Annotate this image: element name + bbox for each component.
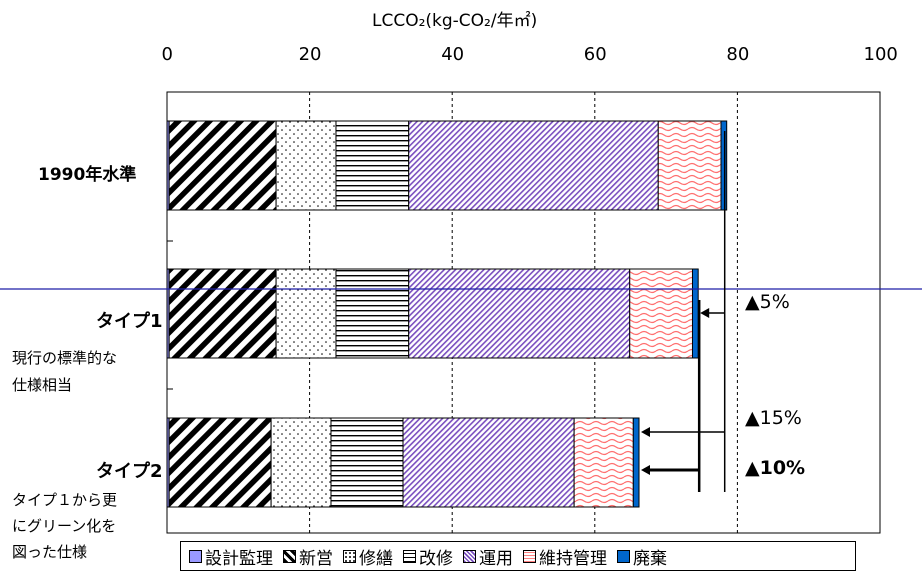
bar-maint-2 [573,417,634,508]
bar-renov-2 [330,417,404,508]
legend: 設計監理 新営 修繕 改修 運用 維持管理 廃棄 [180,541,856,571]
bar-waste-1 [691,268,699,359]
bar-repair-1 [275,268,337,359]
bar-waste-2 [632,417,640,508]
bar-oper-1 [408,268,631,359]
bar-renov-0 [335,120,410,211]
legend-label-oper: 運用 [479,548,513,569]
bar-maint-0 [657,120,722,211]
bar-new-0 [168,120,277,211]
legend-label-repair: 修繕 [359,548,393,569]
bar-oper-0 [408,120,659,211]
bar-repair-2 [270,417,332,508]
category-sublabel-2-1: にグリーン化を [12,517,117,535]
category-label-2: タイプ2 [96,461,163,482]
legend-label-new: 新営 [299,548,333,569]
legend-label-waste: 廃棄 [633,548,667,569]
legend-swatch-oper [463,549,476,563]
bar-repair-0 [275,120,337,211]
x-tick-label-0: 0 [161,44,173,65]
arrow-15pct-head [641,427,651,437]
bar-new-2 [168,417,272,508]
arrow-5pct-head [700,308,710,318]
legend-label-renov: 改修 [419,548,453,569]
chart-title: LCCO₂(kg-CO₂/年㎡) [372,11,538,31]
category-label-1: タイプ1 [96,311,163,332]
x-tick-label-40: 40 [441,44,465,65]
bar-renov-1 [335,268,410,359]
annotation-15pct: ▲15% [745,407,802,429]
category-sublabel-1-1: 仕様相当 [12,376,73,394]
x-tick-label-100: 100 [863,44,898,65]
legend-swatch-repair [343,549,356,563]
bar-maint-1 [629,268,693,359]
x-tick-label-80: 80 [726,44,750,65]
category-sublabel-2-2: 図った仕様 [12,543,88,561]
annotation-5pct: ▲5% [745,291,790,313]
legend-label-design: 設計監理 [205,548,273,569]
category-sublabel-2-0: タイプ１から更 [12,491,118,509]
x-tick-label-60: 60 [583,44,607,65]
annotation-10pct: ▲10% [745,457,806,479]
legend-swatch-waste [617,549,630,563]
legend-swatch-renov [403,549,416,563]
legend-item-new: 新営 [283,544,333,569]
legend-item-renov: 改修 [403,544,453,569]
legend-swatch-new [283,549,296,563]
legend-item-waste: 廃棄 [617,544,667,569]
legend-item-oper: 運用 [463,544,513,569]
legend-item-repair: 修繕 [343,544,393,569]
bar-new-1 [168,268,277,359]
bar-oper-2 [402,417,575,508]
category-label-0: 1990年水準 [38,165,137,185]
legend-swatch-maint [523,549,536,563]
legend-label-maint: 維持管理 [539,548,607,569]
category-sublabel-1-0: 現行の標準的な [12,349,118,367]
x-tick-label-20: 20 [298,44,322,65]
legend-item-design: 設計監理 [189,544,273,569]
legend-item-maint: 維持管理 [523,544,607,569]
legend-swatch-design [189,549,202,563]
bar-waste-0 [720,120,728,211]
arrow-10pct-head [641,465,651,475]
